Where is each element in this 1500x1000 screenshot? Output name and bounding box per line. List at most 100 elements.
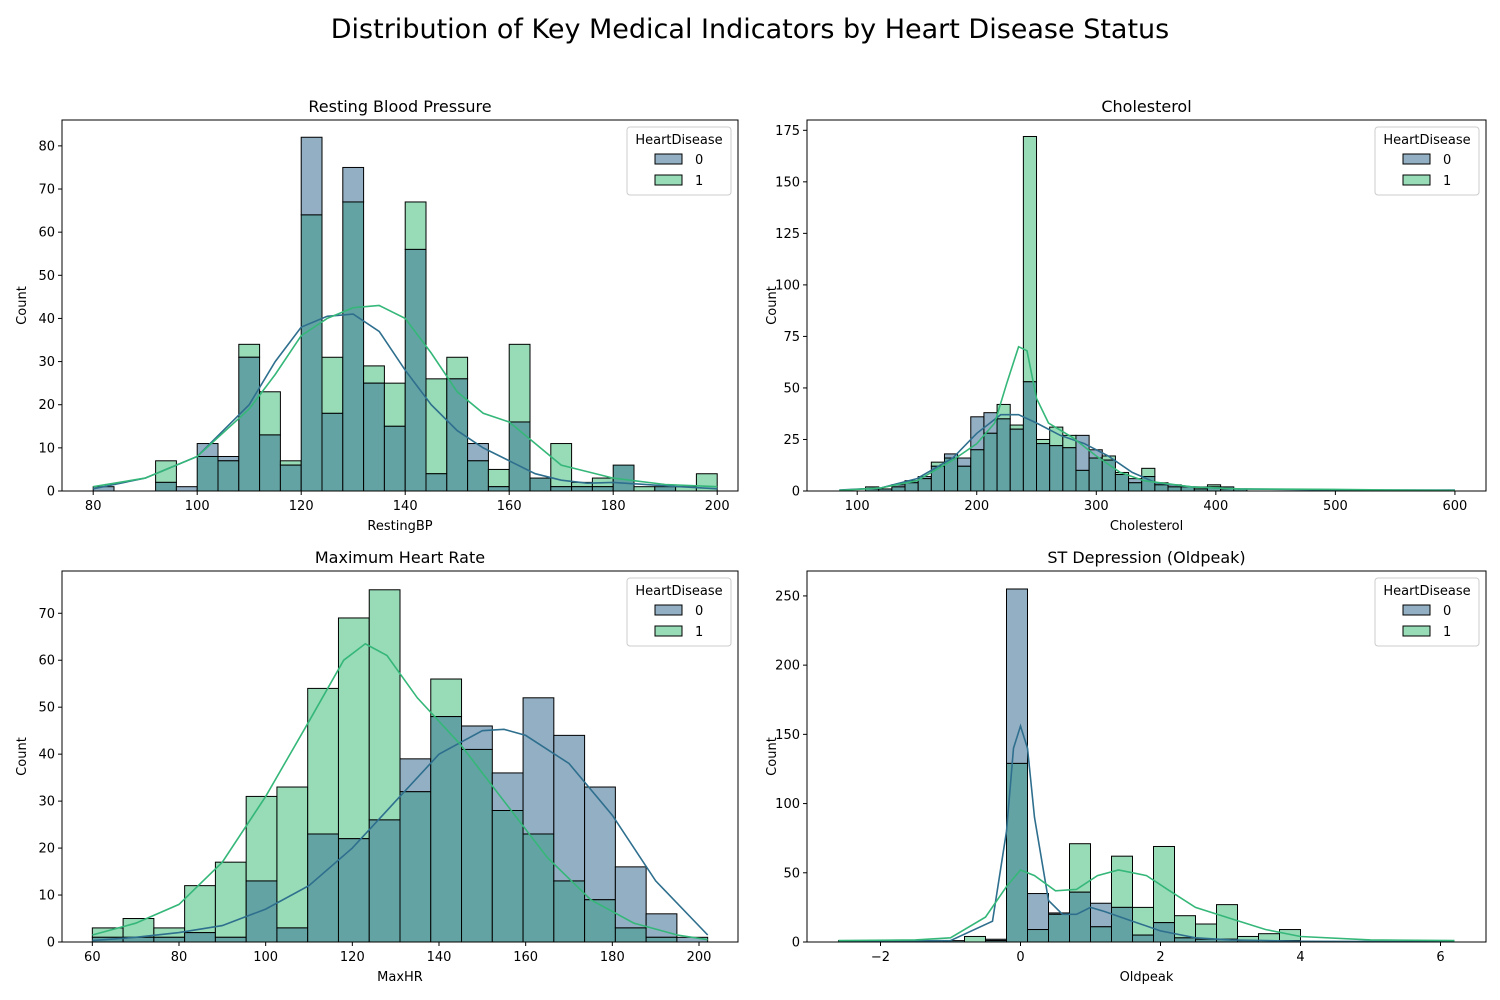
bar-1 xyxy=(1216,904,1238,940)
bar-1 xyxy=(1153,845,1175,924)
bar-1 xyxy=(279,460,302,466)
y-tick-label: 50 xyxy=(38,701,55,716)
bar-1 xyxy=(363,365,385,384)
x-tick-label: 6 xyxy=(1436,950,1444,965)
bar-overlap xyxy=(383,425,406,492)
bar-0 xyxy=(614,866,647,929)
bar-overlap xyxy=(368,819,401,943)
y-tick-label: 25 xyxy=(783,433,800,448)
bar-1 xyxy=(1111,855,1133,908)
legend-label-1: 1 xyxy=(695,625,703,640)
x-tick-label: 80 xyxy=(85,499,102,514)
legend-swatch-0 xyxy=(1402,604,1431,616)
bar-overlap xyxy=(957,465,972,492)
y-tick-label: 200 xyxy=(775,659,800,674)
x-tick-label: 160 xyxy=(513,950,538,965)
x-tick-label: 400 xyxy=(1203,499,1228,514)
bar-1 xyxy=(1009,424,1024,430)
x-tick-label: 200 xyxy=(687,950,712,965)
x-tick-label: 100 xyxy=(253,950,278,965)
legend-label-0: 0 xyxy=(1443,153,1451,168)
y-tick-label: 40 xyxy=(38,748,55,763)
bar-1 xyxy=(383,382,406,427)
x-tick-label: 180 xyxy=(600,950,625,965)
bar-1 xyxy=(276,786,309,929)
y-axis-label: Count xyxy=(765,286,780,325)
bar-overlap xyxy=(917,478,932,492)
y-tick-label: 0 xyxy=(47,485,55,500)
kde-line-1 xyxy=(93,304,718,488)
y-tick-label: 100 xyxy=(775,278,800,293)
y-tick-label: 60 xyxy=(38,654,55,669)
bar-overlap xyxy=(1049,445,1064,492)
chart-st-depression: −2 0 2 4 6 0 50 100 150 200 250 Oldpeak Count ST Depr… xyxy=(765,548,1487,985)
bar-1 xyxy=(425,378,448,475)
kde-line-1 xyxy=(92,642,708,941)
bar-overlap xyxy=(1009,428,1024,492)
bar-1 xyxy=(321,356,344,414)
y-tick-label: 100 xyxy=(775,797,800,812)
bar-overlap xyxy=(321,412,344,492)
x-axis-label: Oldpeak xyxy=(1120,970,1174,985)
y-tick-label: 60 xyxy=(38,226,55,241)
bar-1 xyxy=(245,795,278,882)
bar-1 xyxy=(1022,135,1038,383)
y-tick-label: 0 xyxy=(47,936,55,951)
bar-overlap xyxy=(217,460,240,492)
x-tick-label: 4 xyxy=(1296,950,1304,965)
bar-overlap xyxy=(363,382,385,492)
bar-1 xyxy=(307,687,339,835)
bar-overlap xyxy=(1167,486,1182,492)
bar-overlap xyxy=(1027,929,1049,943)
bar-overlap xyxy=(1111,906,1133,943)
bar-overlap xyxy=(645,936,678,943)
y-tick-label: 150 xyxy=(775,728,800,743)
bar-overlap xyxy=(1048,913,1070,943)
bar-1 xyxy=(430,678,463,718)
bar-1 xyxy=(155,460,177,483)
bar-overlap xyxy=(1022,381,1038,492)
x-tick-label: 600 xyxy=(1443,499,1468,514)
y-tick-label: 175 xyxy=(775,124,800,139)
legend: HeartDisease 0 1 xyxy=(626,126,732,196)
bar-0 xyxy=(1090,902,1112,928)
x-tick-label: 200 xyxy=(705,499,730,514)
kde-line-1 xyxy=(839,345,1455,492)
y-tick-label: 30 xyxy=(38,795,55,810)
legend-label-1: 1 xyxy=(695,174,703,189)
y-tick-label: 0 xyxy=(792,485,800,500)
y-tick-label: 20 xyxy=(38,842,55,857)
chart-cholesterol: 100 200 300 400 500 600 0 25 50 75 100 125 150 175 Cho… xyxy=(765,97,1487,534)
bar-1 xyxy=(238,343,261,358)
x-tick-label: 120 xyxy=(340,950,365,965)
legend-label-0: 0 xyxy=(695,604,703,619)
x-tick-label: −2 xyxy=(871,950,890,965)
bar-overlap xyxy=(1114,474,1130,492)
legend-swatch-1 xyxy=(1402,625,1431,637)
bar-overlap xyxy=(337,838,370,943)
bar-overlap xyxy=(1062,447,1077,492)
bar-overlap xyxy=(153,936,186,943)
bar-overlap xyxy=(300,214,323,492)
y-tick-label: 50 xyxy=(38,269,55,284)
y-tick-label: 0 xyxy=(792,936,800,951)
y-tick-label: 50 xyxy=(783,866,800,881)
bar-overlap xyxy=(425,473,448,492)
y-tick-label: 50 xyxy=(783,381,800,396)
bar-overlap xyxy=(399,791,432,943)
x-tick-label: 140 xyxy=(393,499,418,514)
bar-overlap xyxy=(196,455,219,492)
bar-overlap xyxy=(529,477,552,492)
x-tick-label: 2 xyxy=(1156,950,1164,965)
bar-0 xyxy=(399,758,432,793)
legend: HeartDisease 0 1 xyxy=(626,577,732,647)
bars-group xyxy=(865,135,1248,492)
bar-overlap xyxy=(614,927,647,943)
y-tick-label: 40 xyxy=(38,312,55,327)
bar-overlap xyxy=(430,716,463,943)
bar-overlap xyxy=(307,833,339,943)
legend-label-0: 0 xyxy=(695,153,703,168)
bar-1 xyxy=(964,935,986,943)
axes-frame xyxy=(806,119,1487,492)
bar-overlap xyxy=(891,486,906,492)
